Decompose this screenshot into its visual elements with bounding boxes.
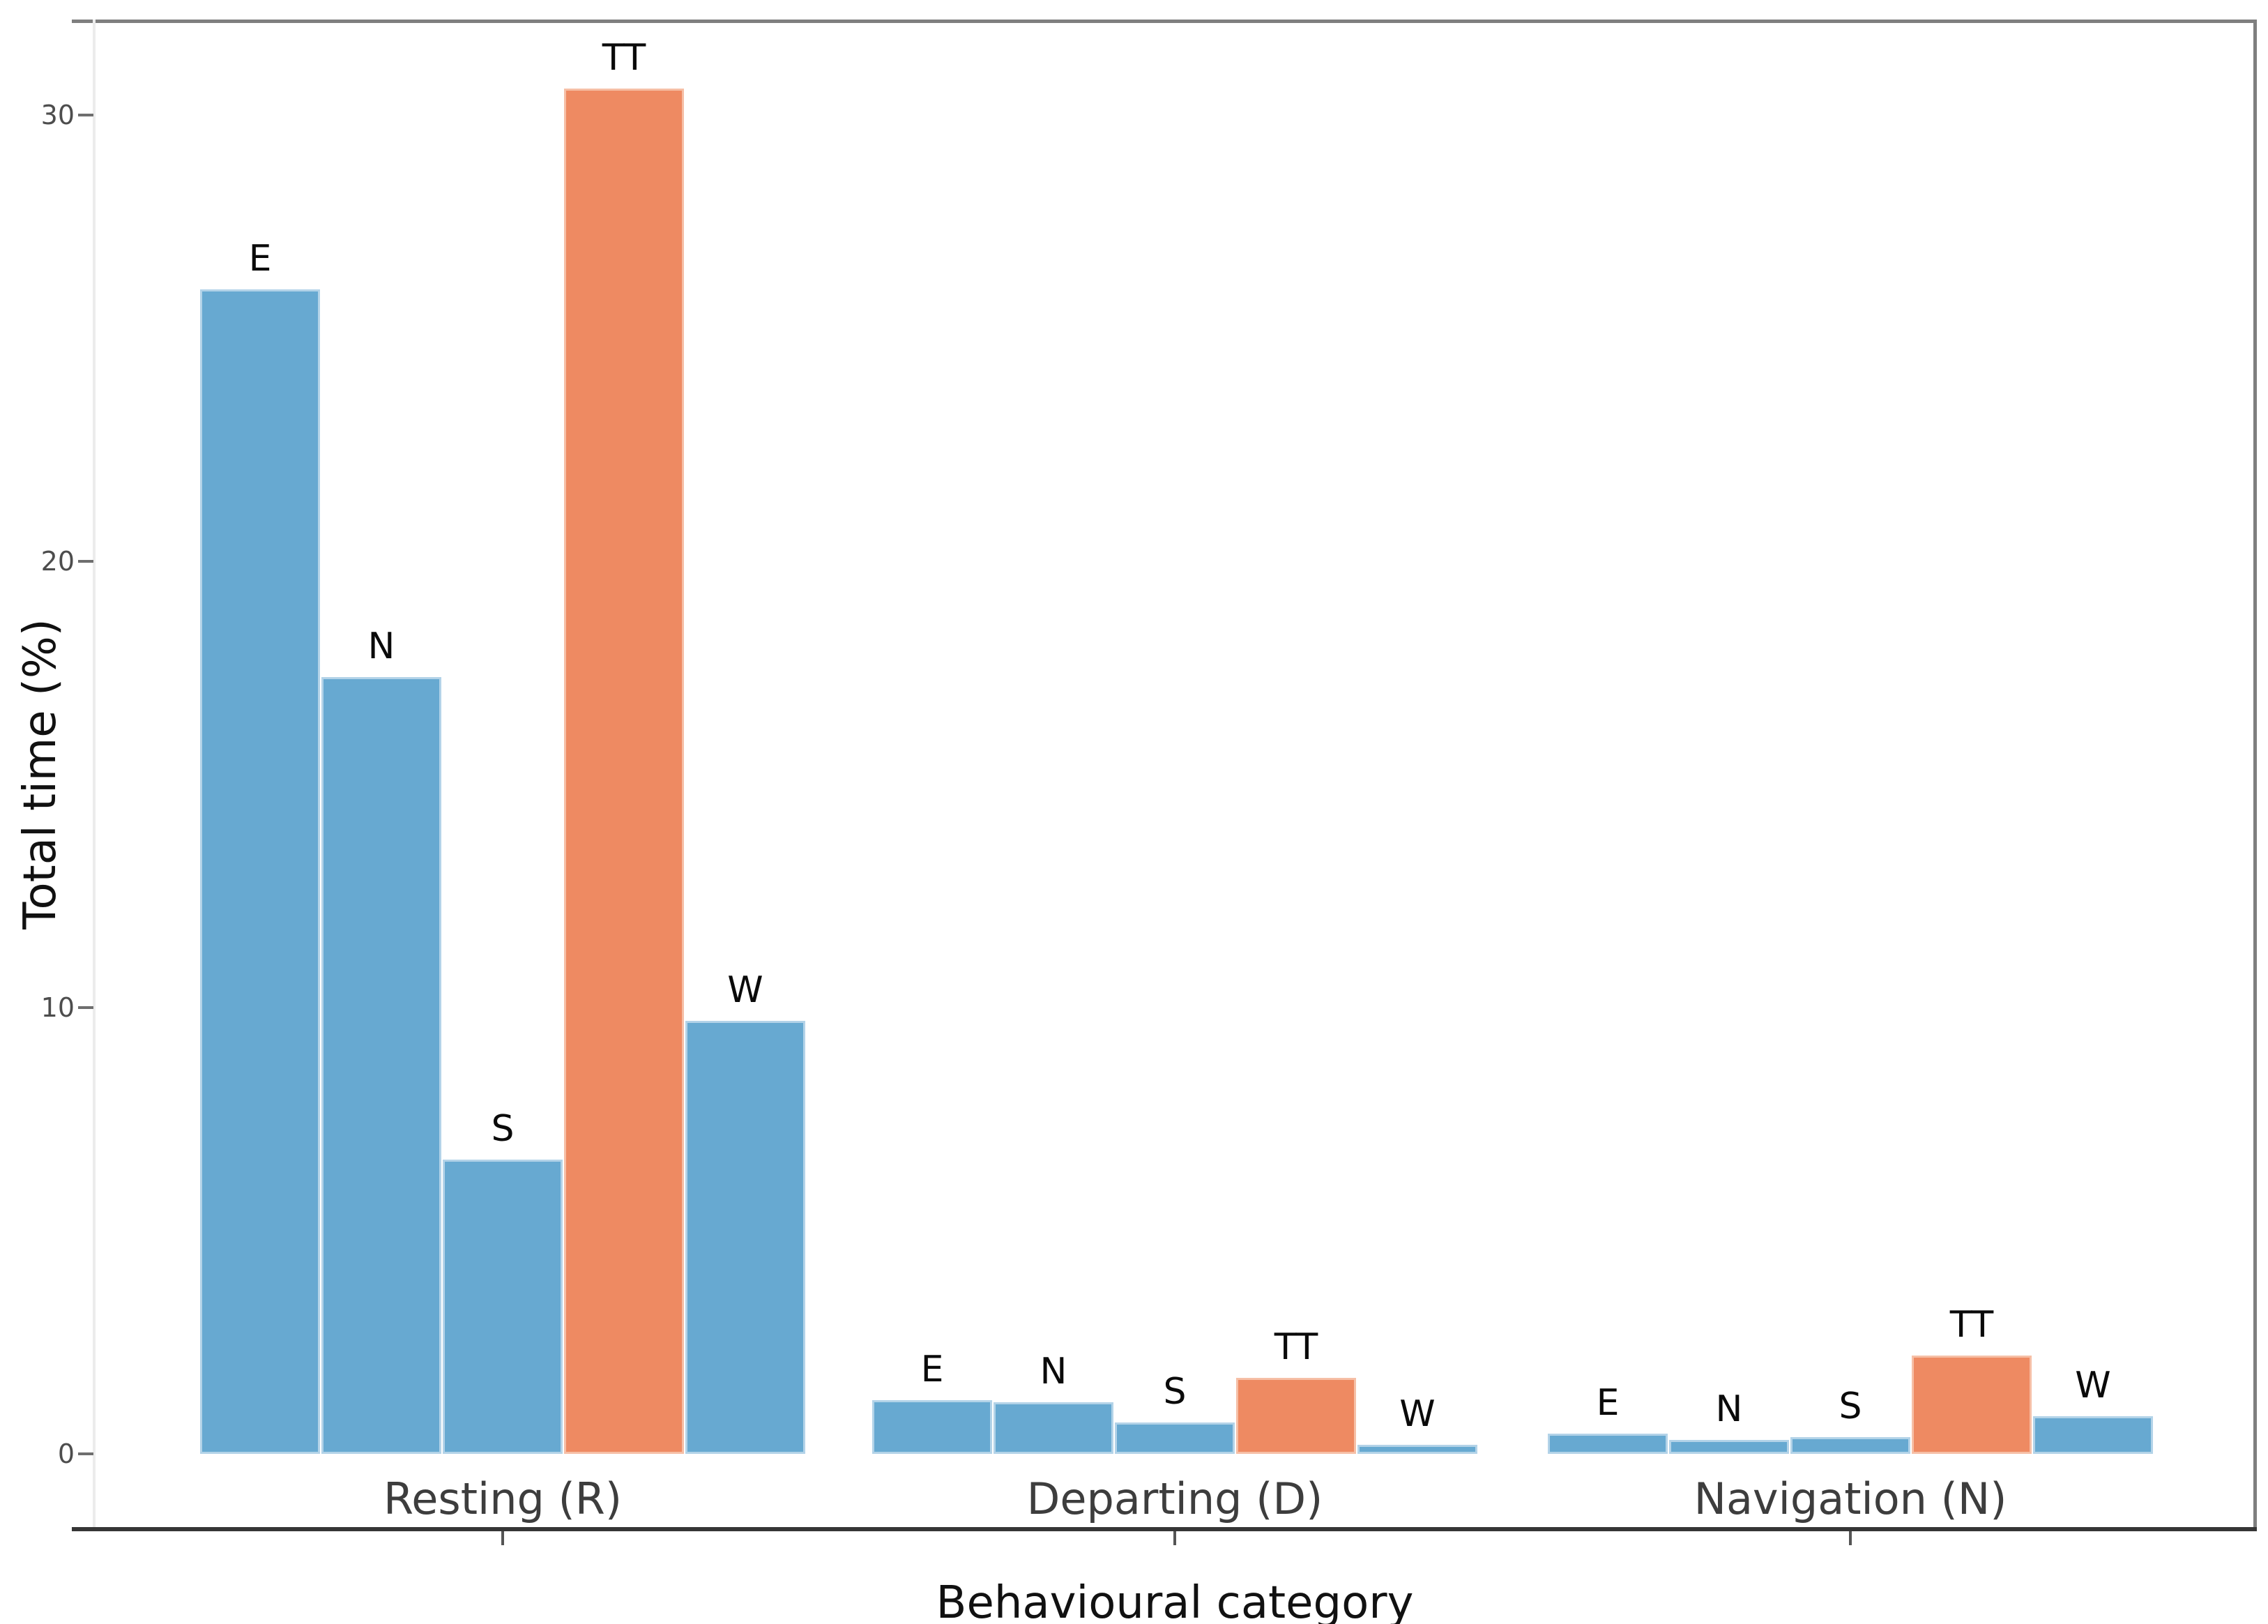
bar-label: S (1163, 1371, 1187, 1413)
bar-label: E (1596, 1382, 1620, 1424)
bar-label: TT (602, 37, 646, 79)
bar (685, 1021, 805, 1454)
bar-label: E (920, 1349, 944, 1390)
y-tick (78, 1452, 93, 1455)
bar (321, 677, 441, 1454)
bar (2033, 1416, 2153, 1454)
bar-label: W (2075, 1365, 2111, 1406)
bar-label: S (1839, 1386, 1862, 1427)
y-tick (78, 1006, 93, 1009)
x-axis-line (72, 1527, 2257, 1531)
bar (1548, 1434, 1668, 1454)
y-tick-label: 30 (40, 100, 75, 130)
y-tick-label: 20 (40, 546, 75, 577)
bar (1790, 1437, 1910, 1454)
bar (1669, 1440, 1789, 1454)
y-tick-label: 0 (57, 1439, 75, 1469)
bar-label: W (1399, 1393, 1436, 1435)
panel-border-top (72, 20, 2257, 23)
bar (1357, 1445, 1477, 1454)
bar-label: E (248, 238, 272, 280)
bar (994, 1402, 1113, 1454)
x-tick (1849, 1531, 1852, 1545)
x-tick (1173, 1531, 1176, 1545)
bar-label: N (1040, 1351, 1067, 1392)
x-axis-title: Behavioural category (936, 1577, 1414, 1624)
bar (872, 1400, 992, 1454)
bar-label: S (491, 1108, 515, 1150)
bar (443, 1160, 563, 1454)
y-axis-line (93, 20, 96, 1527)
group-label: Departing (D) (1026, 1473, 1323, 1524)
bar (1912, 1356, 2032, 1454)
bar-label: N (367, 625, 395, 667)
y-tick (78, 560, 93, 563)
bar (1115, 1422, 1235, 1454)
y-axis-title: Total time (%) (15, 619, 66, 929)
bar (1236, 1378, 1356, 1454)
bar-label: W (727, 969, 763, 1011)
bar-label: TT (1274, 1326, 1318, 1368)
panel-border-right (2253, 20, 2257, 1531)
y-tick-label: 10 (40, 992, 75, 1023)
group-label: Resting (R) (383, 1473, 623, 1524)
bar (564, 89, 684, 1454)
bar-label: TT (1949, 1304, 1994, 1346)
x-tick (501, 1531, 504, 1545)
bar-label: N (1715, 1388, 1743, 1430)
group-label: Navigation (N) (1694, 1473, 2007, 1524)
y-tick (78, 114, 93, 116)
bar (200, 289, 320, 1454)
